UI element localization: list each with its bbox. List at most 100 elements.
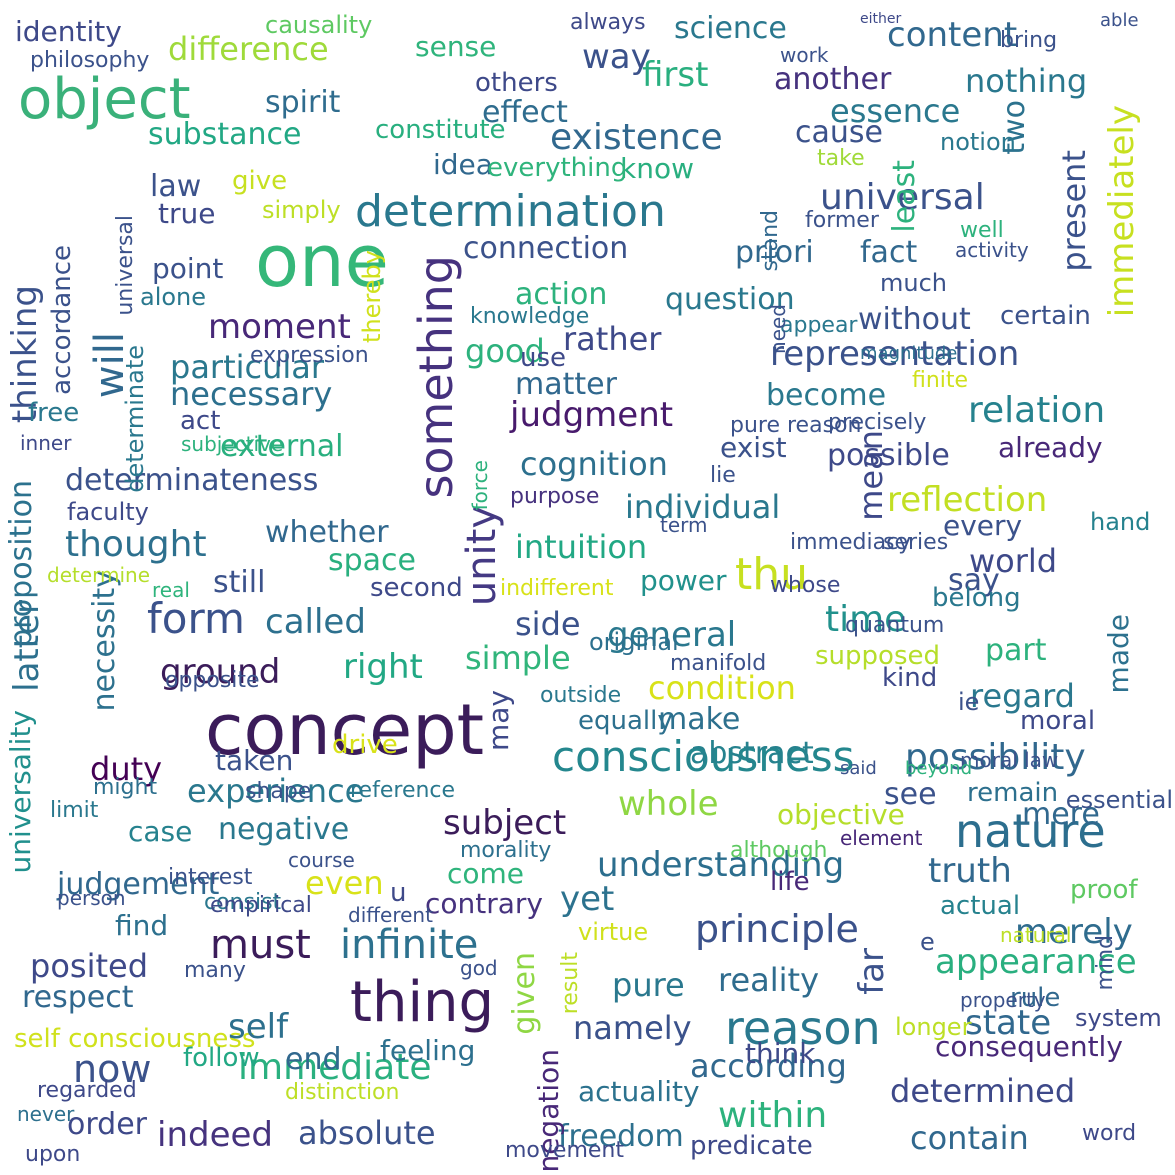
word-morality: morality	[460, 838, 552, 863]
word-right: right	[343, 647, 423, 687]
word-notion: notion	[940, 128, 1016, 156]
word-e: e	[920, 928, 935, 956]
word-part: part	[985, 633, 1047, 668]
word-proof: proof	[1070, 875, 1138, 905]
word-need: need	[766, 304, 790, 354]
word-shape: shape	[245, 779, 312, 804]
word-belong: belong	[932, 583, 1021, 613]
word-movement: movement	[505, 1138, 624, 1163]
word-whole: whole	[618, 784, 719, 824]
word-regarded: regarded	[37, 1078, 137, 1103]
word-property: property	[960, 988, 1046, 1012]
word-science: science	[674, 11, 787, 46]
word-precisely: precisely	[828, 410, 927, 435]
word-reflection: reflection	[887, 480, 1048, 520]
word-work: work	[780, 43, 829, 67]
word-become: become	[766, 378, 887, 413]
word-every: every	[943, 509, 1023, 542]
word-interest: interest	[168, 865, 253, 890]
word-always: always	[570, 10, 646, 35]
word-immediate: immediate	[238, 1047, 432, 1088]
word-quantum: quantum	[845, 613, 945, 638]
word-called: called	[265, 602, 366, 642]
word-freedom: freedom	[558, 1119, 684, 1154]
word-judgement: judgement	[57, 867, 220, 902]
word-connection: connection	[463, 231, 629, 266]
word-course: course	[288, 848, 355, 872]
word-predicate: predicate	[690, 1131, 813, 1161]
word-absolute: absolute	[298, 1114, 436, 1152]
word-real: real	[152, 578, 190, 602]
word-activity: activity	[955, 238, 1029, 262]
word-self: self	[228, 1007, 289, 1047]
word-given: given	[507, 952, 542, 1035]
word-content: content	[887, 15, 1018, 55]
word-find: find	[115, 909, 169, 942]
word-sense: sense	[415, 30, 497, 63]
word-relation: relation	[968, 390, 1106, 431]
word-spirit: spirit	[265, 85, 341, 120]
word-ie: ie	[958, 688, 980, 716]
word-reason: reason	[725, 1001, 881, 1055]
word-immediacy: immediacy	[790, 530, 912, 555]
word-use: use	[520, 343, 567, 373]
word-latter: latter	[7, 600, 47, 692]
word-idea: idea	[433, 148, 493, 181]
word-posited: posited	[30, 947, 148, 985]
word-first: first	[642, 55, 709, 95]
word-constitute: constitute	[375, 115, 506, 145]
word-truth: truth	[928, 851, 1012, 891]
word-simply: simply	[262, 196, 341, 224]
word-equally: equally	[578, 706, 673, 736]
word-drive: drive	[332, 730, 398, 760]
word-priori: priori	[735, 235, 814, 270]
word-time: time	[825, 599, 907, 640]
word-still: still	[213, 565, 266, 600]
word-possibility: possibility	[905, 737, 1086, 778]
word-might: might	[93, 775, 158, 800]
word-thing: thing	[350, 970, 495, 1035]
word-able: able	[1100, 10, 1139, 31]
word-universal: universal	[113, 215, 138, 316]
word-appearance: appearance	[935, 942, 1137, 982]
word-stand: stand	[758, 210, 783, 272]
word-expression: expression	[250, 343, 369, 368]
word-present: present	[1055, 150, 1093, 272]
word-particular: particular	[170, 348, 325, 386]
word-possible: possible	[827, 438, 950, 473]
word-former: former	[805, 208, 879, 233]
word-necessity: necessity	[87, 570, 122, 712]
word-remain: remain	[967, 778, 1059, 808]
word-power: power	[640, 564, 727, 597]
word-limit: limit	[50, 798, 99, 823]
word-manifold: manifold	[670, 651, 767, 676]
word-purpose: purpose	[510, 484, 600, 509]
word-reality: reality	[718, 961, 820, 999]
word-thereby: thereby	[358, 250, 386, 343]
word-consist: consist	[204, 890, 282, 915]
word-taken: taken	[215, 744, 294, 777]
word-law: law	[150, 169, 202, 204]
word-exist: exist	[720, 431, 787, 464]
word-nature: nature	[955, 804, 1106, 858]
word-whose: whose	[770, 573, 841, 598]
word-alone: alone	[140, 283, 207, 311]
word-action: action	[515, 277, 608, 312]
word-concept: concept	[205, 689, 485, 771]
word-give: give	[232, 166, 288, 196]
word-outside: outside	[540, 683, 622, 708]
word-world: world	[969, 542, 1058, 580]
word-merely: merely	[1015, 912, 1133, 952]
word-side: side	[515, 605, 581, 643]
word-inner: inner	[20, 431, 72, 455]
word-understanding: understanding	[597, 845, 845, 885]
word-appear: appear	[780, 313, 858, 338]
word-universal: universal	[820, 177, 985, 218]
word-essential: essential	[1065, 786, 1173, 814]
word-person: person	[57, 886, 126, 910]
word-indifferent: indifferent	[500, 576, 614, 601]
word-nothing: nothing	[965, 62, 1088, 100]
word-self-consciousness: self consciousness	[14, 1024, 256, 1054]
word-intuition: intuition	[515, 528, 648, 566]
